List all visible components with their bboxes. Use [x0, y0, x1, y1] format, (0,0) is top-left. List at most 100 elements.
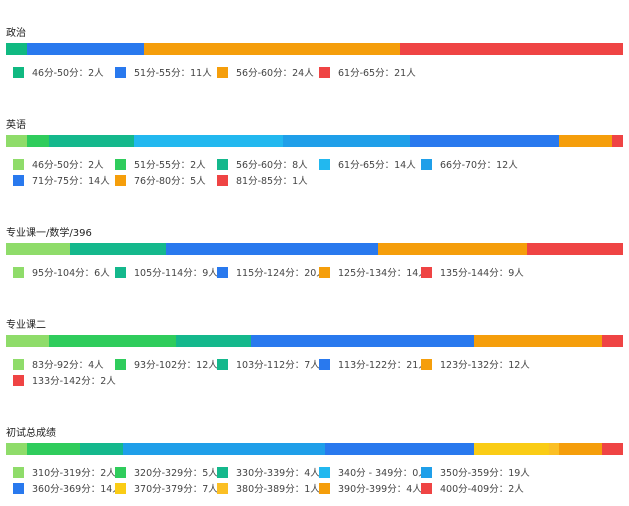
legend-item[interactable]: 310分-319分：2人 — [6, 464, 116, 480]
bar-segment[interactable] — [6, 335, 49, 347]
chart-title: 英语 — [6, 120, 26, 131]
bar-segment[interactable] — [474, 443, 549, 455]
chart-title: 初试总成绩 — [6, 428, 56, 439]
legend-swatch — [217, 358, 228, 370]
legend-item[interactable]: 400分-409分：2人 — [414, 480, 524, 496]
bar-segment[interactable] — [251, 335, 474, 347]
bar-segment[interactable] — [549, 443, 559, 455]
legend-label: 93分-102分：12人 — [134, 360, 218, 371]
legend-swatch — [115, 466, 126, 478]
legend-swatch — [217, 158, 228, 170]
legend-item[interactable]: 115分-124分：20人 — [210, 264, 326, 280]
legend-item[interactable]: 350分-359分：19人 — [414, 464, 530, 480]
bar-segment[interactable] — [144, 43, 400, 55]
legend-row: 83分-92分：4人 93分-102分：12人 103分-112分：7人 113分-1… — [6, 356, 623, 372]
legend-item[interactable]: 51分-55分：2人 — [108, 156, 206, 172]
legend-item[interactable]: 76分-80分：5人 — [108, 172, 206, 188]
legend: 310分-319分：2人 320分-329分：5人 330分-339分：4人 340分… — [6, 464, 623, 496]
bar-segment[interactable] — [6, 43, 27, 55]
legend-item[interactable]: 51分-55分：11人 — [108, 64, 212, 80]
legend-item[interactable]: 66分-70分：12人 — [414, 156, 518, 172]
bar-segment[interactable] — [176, 335, 251, 347]
legend-swatch — [319, 266, 330, 278]
legend-item[interactable]: 370分-379分：7人 — [108, 480, 218, 496]
chart-total-score: 初试总成绩 310分-319分：2人 320分-329分：5人 330分-339分：4… — [6, 428, 623, 496]
legend-item[interactable]: 113分-122分：21人 — [312, 356, 428, 372]
legend-item[interactable]: 320分-329分：5人 — [108, 464, 218, 480]
bar-segment[interactable] — [134, 135, 283, 147]
legend-swatch — [115, 266, 126, 278]
chart-title: 专业课一/数学/396 — [6, 228, 92, 239]
legend-item[interactable]: 46分-50分：2人 — [6, 156, 104, 172]
legend-row: 46分-50分：2人 51分-55分：11人 56分-60分：24人 61分-65分：… — [6, 64, 623, 80]
legend-label: 135分-144分：9人 — [440, 268, 524, 279]
legend-swatch — [13, 174, 24, 186]
legend-item[interactable]: 93分-102分：12人 — [108, 356, 218, 372]
legend-swatch — [115, 174, 126, 186]
stacked-bar — [6, 43, 623, 55]
legend-label: 46分-50分：2人 — [32, 68, 104, 79]
legend-label: 360分-369分：14人 — [32, 484, 122, 495]
legend-item[interactable]: 83分-92分：4人 — [6, 356, 104, 372]
legend-item[interactable]: 135分-144分：9人 — [414, 264, 524, 280]
legend-swatch — [13, 482, 24, 494]
bar-segment[interactable] — [559, 443, 602, 455]
legend-swatch — [319, 358, 330, 370]
legend-item[interactable]: 103分-112分：7人 — [210, 356, 320, 372]
legend-swatch — [319, 466, 330, 478]
bar-segment[interactable] — [27, 443, 80, 455]
bar-segment[interactable] — [602, 443, 623, 455]
legend-item[interactable]: 133分-142分：2人 — [6, 372, 116, 388]
bar-segment[interactable] — [612, 135, 623, 147]
legend-swatch — [217, 466, 228, 478]
legend-swatch — [217, 66, 228, 78]
legend-swatch — [217, 174, 228, 186]
legend-item[interactable]: 46分-50分：2人 — [6, 64, 104, 80]
legend-item[interactable]: 105分-114分：9人 — [108, 264, 218, 280]
stacked-bar — [6, 243, 623, 255]
legend-label: 350分-359分：19人 — [440, 468, 530, 479]
legend-item[interactable]: 81分-85分：1人 — [210, 172, 308, 188]
bar-segment[interactable] — [283, 135, 410, 147]
bar-segment[interactable] — [6, 243, 70, 255]
bar-segment[interactable] — [123, 443, 325, 455]
legend-label: 81分-85分：1人 — [236, 176, 308, 187]
legend-item[interactable]: 123分-132分：12人 — [414, 356, 530, 372]
bar-segment[interactable] — [378, 243, 527, 255]
legend-row: 95分-104分：6人 105分-114分：9人 115分-124分：20人 125分… — [6, 264, 623, 280]
legend-item[interactable]: 71分-75分：14人 — [6, 172, 110, 188]
legend-item[interactable]: 95分-104分：6人 — [6, 264, 110, 280]
bar-segment[interactable] — [602, 335, 623, 347]
legend: 46分-50分：2人 51分-55分：2人 56分-60分：8人 61分-65分：14… — [6, 156, 623, 188]
stacked-bar — [6, 443, 623, 455]
legend-item[interactable]: 125分-134分：14人 — [312, 264, 428, 280]
bar-segment[interactable] — [6, 135, 27, 147]
bar-segment[interactable] — [49, 135, 134, 147]
legend-swatch — [115, 158, 126, 170]
bar-segment[interactable] — [559, 135, 612, 147]
bar-segment[interactable] — [527, 243, 623, 255]
bar-segment[interactable] — [27, 135, 49, 147]
legend: 46分-50分：2人 51分-55分：11人 56分-60分：24人 61分-65分：… — [6, 64, 623, 80]
bar-segment[interactable] — [410, 135, 559, 147]
legend-item[interactable]: 61分-65分：14人 — [312, 156, 416, 172]
bar-segment[interactable] — [70, 243, 166, 255]
legend-item[interactable]: 56分-60分：24人 — [210, 64, 314, 80]
legend-item[interactable]: 390分-399分：4人 — [312, 480, 422, 496]
bar-segment[interactable] — [27, 43, 144, 55]
legend-item[interactable]: 330分-339分：4人 — [210, 464, 320, 480]
legend-item[interactable]: 360分-369分：14人 — [6, 480, 122, 496]
bar-segment[interactable] — [49, 335, 176, 347]
legend-swatch — [13, 66, 24, 78]
bar-segment[interactable] — [325, 443, 474, 455]
legend-item[interactable]: 380分-389分：1人 — [210, 480, 320, 496]
legend-item[interactable]: 61分-65分：21人 — [312, 64, 416, 80]
bar-segment[interactable] — [400, 43, 623, 55]
legend-swatch — [13, 358, 24, 370]
legend-item[interactable]: 56分-60分：8人 — [210, 156, 308, 172]
bar-segment[interactable] — [80, 443, 123, 455]
legend-item[interactable]: 340分 - 349分：0人 — [312, 464, 428, 480]
bar-segment[interactable] — [474, 335, 602, 347]
bar-segment[interactable] — [166, 243, 378, 255]
bar-segment[interactable] — [6, 443, 27, 455]
